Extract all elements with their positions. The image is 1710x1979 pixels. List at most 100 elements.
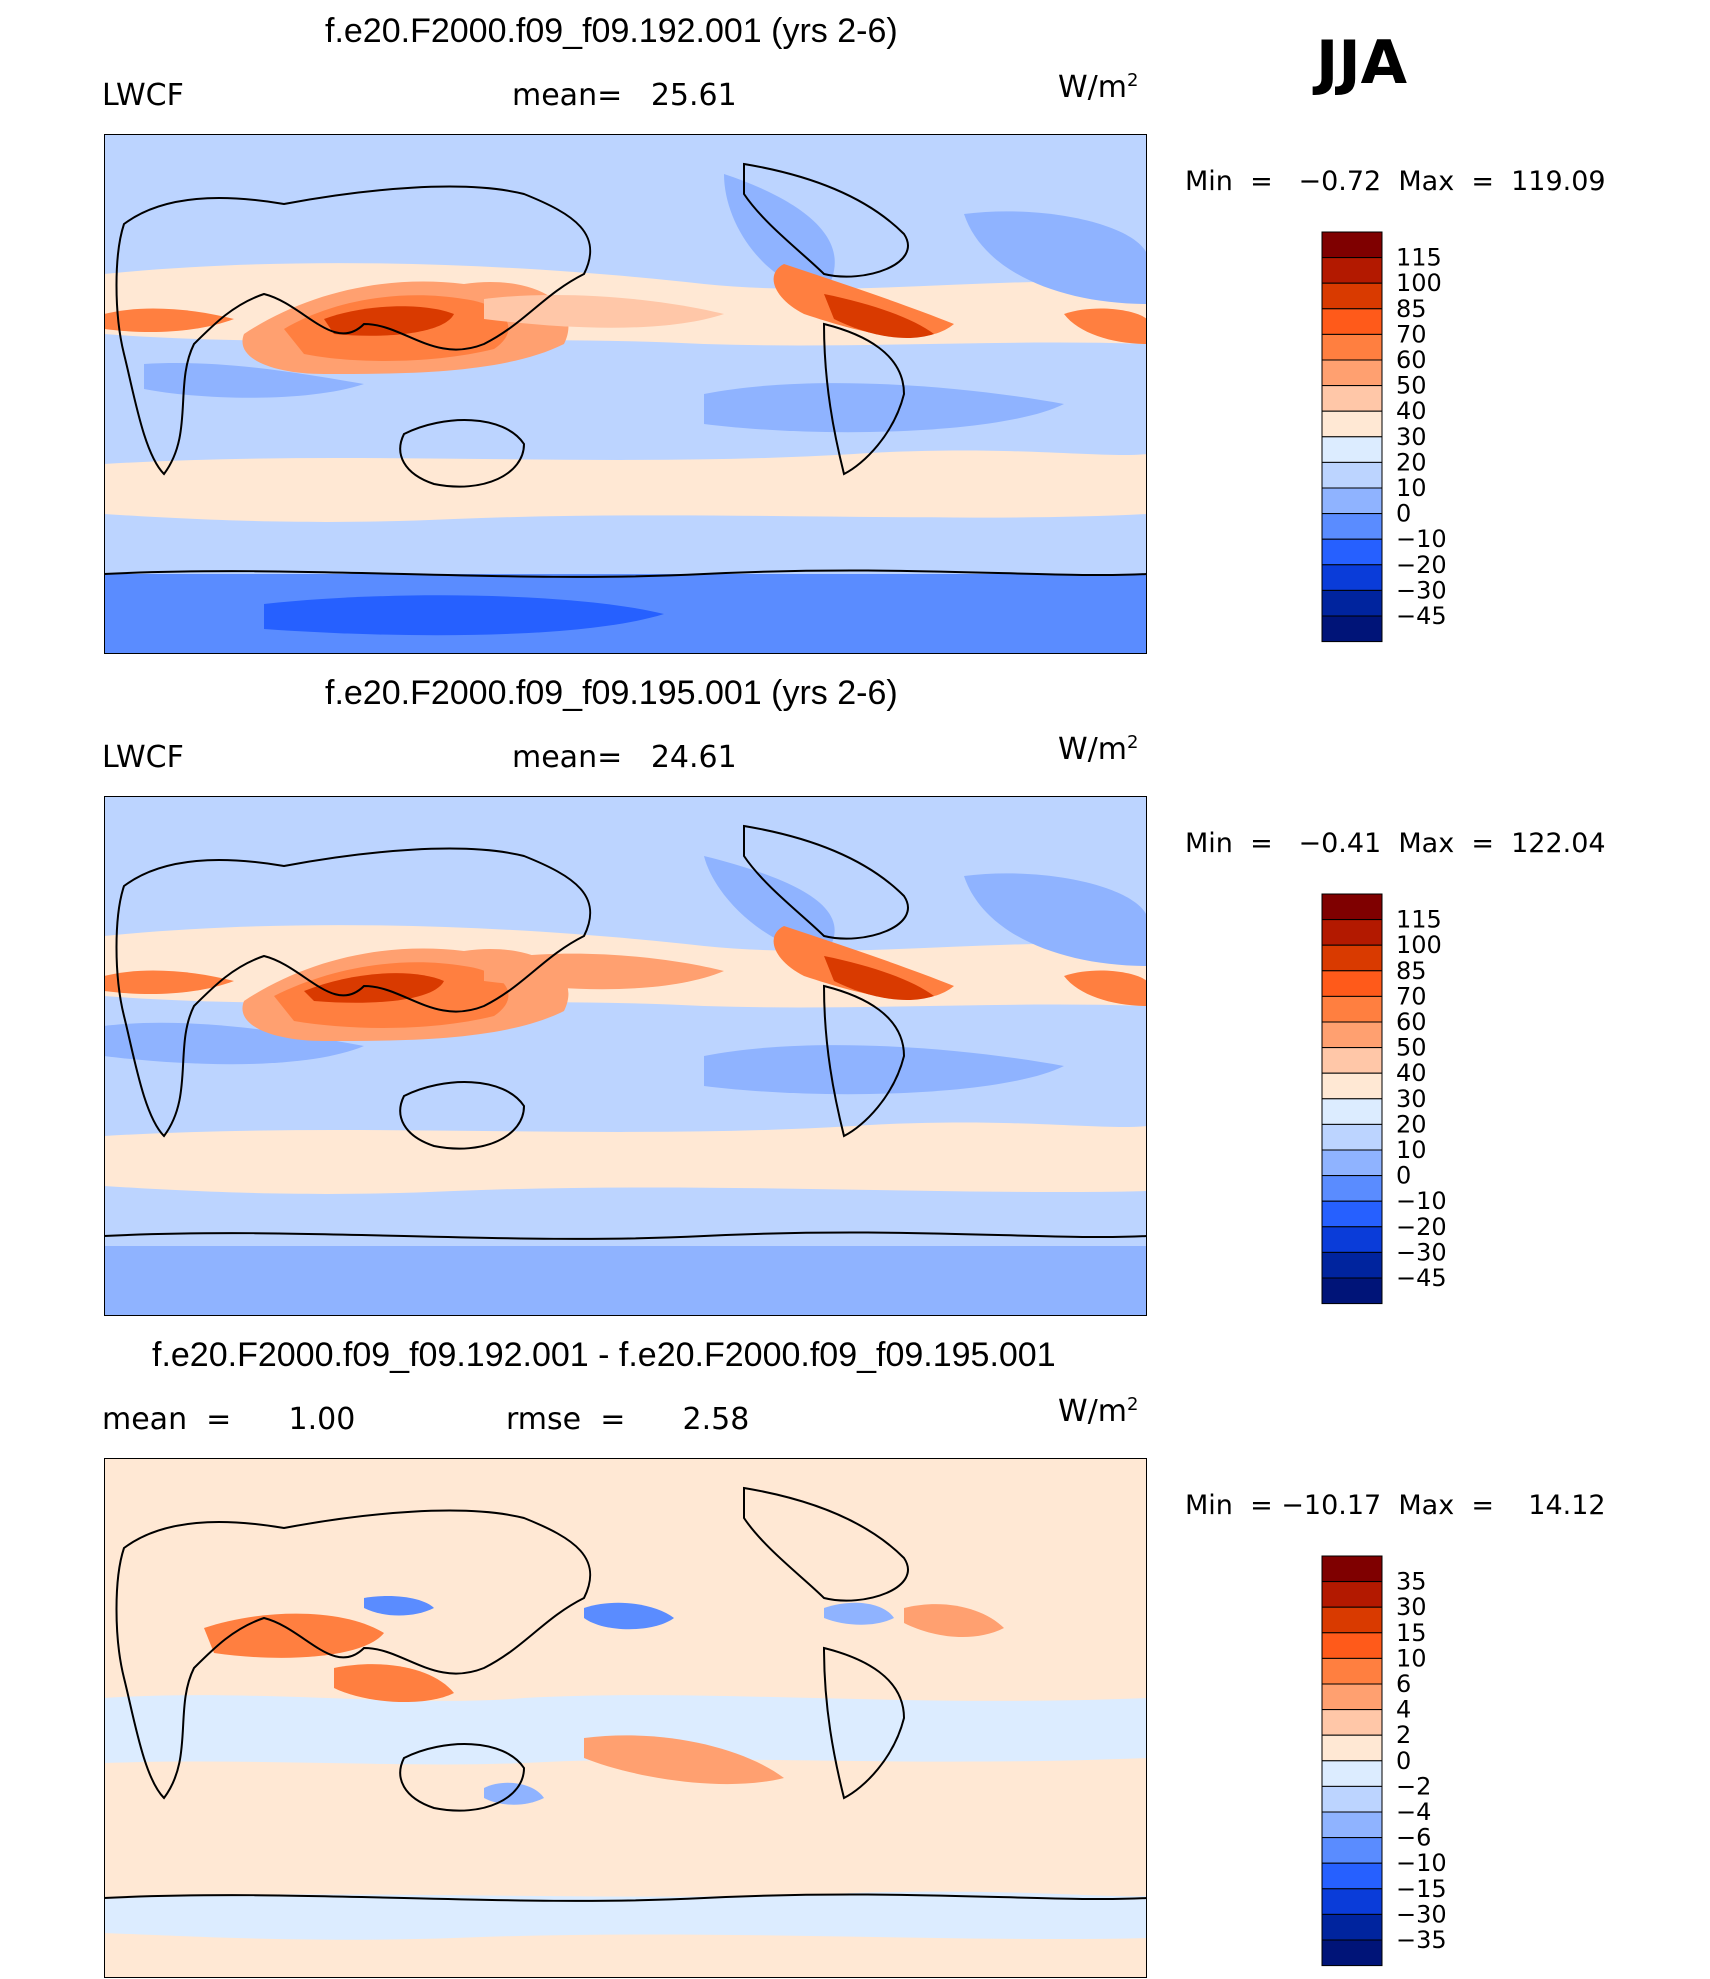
panel-1-colorbar-box [1321,282,1383,310]
panel-2-colorbar-label: 30 [1396,1085,1427,1113]
panel-2-colorbar-box [1321,1200,1383,1228]
panel-2-colorbar-box [1321,970,1383,997]
panel-1-colorbar-box [1321,589,1383,617]
panel-1-colorbar-box [1321,436,1383,463]
panel-3-colorbar-box [1321,1606,1383,1634]
panel-1-colorbar-box [1321,538,1383,566]
panel-1-variable-label: LWCF [102,78,184,113]
panel-3-negative-w-pacific [584,1602,674,1630]
panel-1-colorbar-box [1321,359,1383,387]
panel-2-colorbar-box [1321,1175,1383,1202]
panel-1-colorbar-label: 0 [1396,500,1411,528]
panel-3-colorbar-box [1321,1683,1383,1711]
panel-1-colorbar-box [1321,487,1383,515]
panel-3-colorbar-box [1321,1939,1383,1967]
panel-1-colorbar-box [1321,615,1383,643]
panel-2-colorbar-label: 20 [1396,1110,1427,1138]
panel-3-minmax: Min = −10.17 Max = 14.12 [1185,1490,1606,1521]
panel-2-ne-pacific-low [704,856,835,956]
panel-1-central-america-outer [773,264,954,338]
panel-1-band-southern-midlat [104,450,1147,522]
panel-2-s-indian-low [104,1022,364,1065]
panel-1-antarctic-low [264,595,664,636]
panel-2-band-southern-midlat [104,1122,1147,1194]
panel-3-rmse-label: rmse = 2.58 [506,1402,750,1437]
panel-1-band-arctic [104,134,1147,194]
panel-2-colorbar-label: −20 [1396,1213,1447,1241]
panel-3-colorbar-box [1321,1760,1383,1787]
panel-3-units: W/m2 [1058,1394,1138,1429]
panel-2-coastlines [104,824,1147,1240]
panel-1-africa-band [104,308,234,332]
panel-2-colorbar-label: −30 [1396,1238,1447,1266]
panel-3-colorbar-box [1321,1913,1383,1941]
panel-3-band-southern [104,1891,1147,1940]
panel-2-colorbar-box [1321,1226,1383,1253]
panel-3-colorbar-box [1321,1709,1383,1736]
panel-2-colorbar-box [1321,1047,1383,1074]
panel-2-central-america-core [824,956,934,1001]
panel-2-title: f.e20.F2000.f09_f09.195.001 (yrs 2-6) [325,674,898,712]
panel-1-se-pacific-low [704,383,1064,433]
panel-3-colorbar-box [1321,1811,1383,1839]
panel-1-title: f.e20.F2000.f09_f09.192.001 (yrs 2-6) [325,12,898,50]
panel-3-colorbar-box [1321,1555,1383,1583]
panel-3-colorbar-label: 35 [1396,1568,1427,1596]
panel-3-colorbar-box [1321,1837,1383,1864]
panel-2-colorbar-label: 50 [1396,1034,1427,1062]
panel-1-colorbar-box [1321,257,1383,284]
panel-2-colorbar-box [1321,1021,1383,1049]
panel-1-colorbar-label: 40 [1396,397,1427,425]
panel-2-colorbar-label: 60 [1396,1008,1427,1036]
panel-1-colorbar-label: −10 [1396,525,1447,553]
panel-3-negative-americas [824,1602,894,1625]
panel-2-colorbar-box [1321,1072,1383,1100]
panel-1-central-america-core [824,294,934,339]
panel-2-colorbar-label: 0 [1396,1162,1411,1190]
panel-3-colorbar-label: −35 [1396,1926,1447,1954]
panel-1-colorbar-box [1321,410,1383,438]
panel-3-colorbar-label: 15 [1396,1619,1427,1647]
panel-3-colorbar-label: 30 [1396,1593,1427,1621]
panel-3-mean-label: mean = 1.00 [102,1402,356,1437]
panel-3-colorbar-box [1321,1888,1383,1915]
panel-1-atlantic-itcz [1064,308,1147,344]
panel-1-mean-label: mean= 25.61 [512,78,737,113]
panel-3-units-exp: 2 [1127,1394,1139,1415]
panel-1-coastlines [104,162,1147,578]
panel-3-colorbar-label: 4 [1396,1696,1411,1724]
panel-1-colorbar-box [1321,333,1383,361]
panel-3-colorbar-box [1321,1785,1383,1813]
panel-3-map [104,1458,1147,1978]
panel-3-colorbar-label: −15 [1396,1875,1447,1903]
panel-1-map [104,134,1147,654]
panel-1-units-exp: 2 [1127,70,1139,91]
panel-2-colorbar-box [1321,1098,1383,1125]
panel-1-colorbar-box [1321,564,1383,591]
panel-2-colorbar-label: 70 [1396,982,1427,1010]
panel-3-positive-indochina [334,1664,454,1703]
panel-2-colorbar-box [1321,995,1383,1023]
season-label: JJA [1316,28,1408,98]
panel-1-colorbar-label: 115 [1396,244,1442,272]
panel-3-colorbar-box [1321,1862,1383,1890]
panel-1-colorbar-box [1321,513,1383,540]
panel-2-colorbar-label: 40 [1396,1059,1427,1087]
panel-2-colorbar-box [1321,1277,1383,1305]
panel-2-colorbar-box [1321,1149,1383,1177]
panel-2-map [104,796,1147,1316]
panel-1-colorbar-label: −45 [1396,602,1447,630]
panel-3-colorbar-label: −2 [1396,1772,1431,1800]
panel-3-colorbar-label: 2 [1396,1721,1411,1749]
panel-1-colorbar-label: −30 [1396,576,1447,604]
panel-2-mean-label: mean= 24.61 [512,740,737,775]
panel-1-colorbar-label: 100 [1396,269,1442,297]
panel-2-colorbar-box [1321,919,1383,946]
panel-1-colorbar-box [1321,308,1383,335]
panel-2-se-pacific-low [704,1045,1064,1095]
panel-2-units-exp: 2 [1127,732,1139,753]
panel-2-units: W/m2 [1058,732,1138,767]
panel-3-colorbar-box [1321,1581,1383,1608]
